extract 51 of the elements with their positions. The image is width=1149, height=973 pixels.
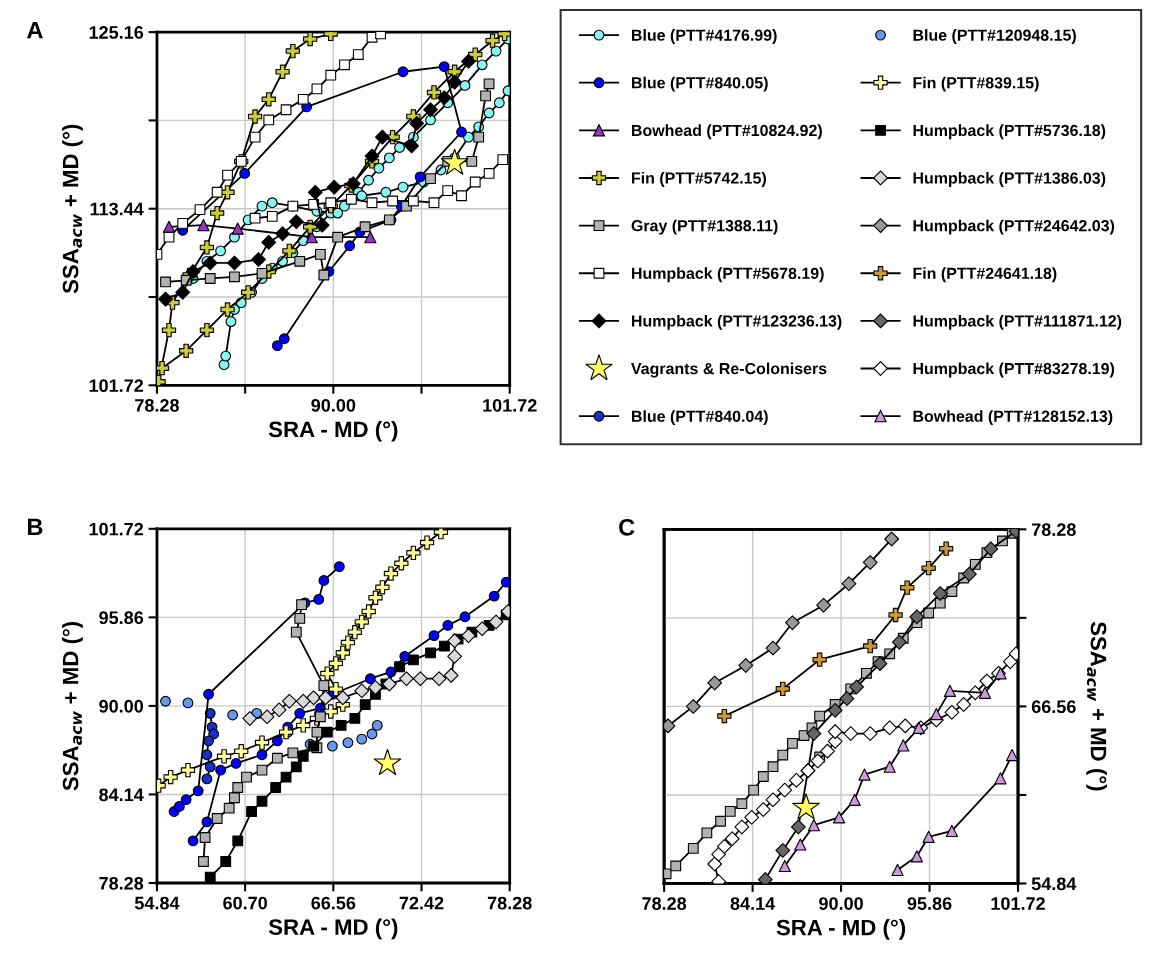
legend-label: Fin (PTT#24641.18) <box>913 267 1057 283</box>
y-tick-label: 101.72 <box>89 379 144 393</box>
y-tick-label: 101.72 <box>89 522 144 536</box>
y2-tick-label: 54.84 <box>1031 877 1077 891</box>
legend-label: Blue (PTT#840.05) <box>632 76 768 92</box>
y-tick-label: 90.00 <box>99 699 144 713</box>
legend-label: Humpback (PTT#1386.03) <box>913 172 1106 187</box>
x-tick-label: 90.00 <box>311 398 356 412</box>
legend-label: Humpback (PTT#111871.12) <box>913 314 1122 330</box>
x-tick-label: 66.56 <box>311 896 356 910</box>
legend-label: Fin (PTT#839.15) <box>913 76 1039 92</box>
x-axis-title: SRA - MD (°) <box>776 919 906 940</box>
y-axis-title: SSA$_{acw}$ + MD (°) <box>62 124 83 294</box>
legend-label: Fin (PTT#5742.15) <box>632 172 766 187</box>
y-axis-title: SSA$_{acw}$ + MD (°) <box>62 621 83 791</box>
x-tick-label: 60.70 <box>223 896 267 910</box>
x-tick-label: 101.72 <box>991 897 1045 910</box>
y-tick-label: 95.86 <box>99 611 144 625</box>
y-tick-label: 125.16 <box>89 26 144 39</box>
legend-label: Blue (PTT#4176.99) <box>632 29 777 44</box>
x-tick-label: 78.28 <box>642 897 687 910</box>
x-tick-label: 101.72 <box>483 398 537 412</box>
legend-label: Humpback (PTT#123236.13) <box>632 314 842 330</box>
y2-tick-label: 78.28 <box>1031 523 1076 537</box>
legend-label: Humpback (PTT#5736.18) <box>913 124 1106 140</box>
legend-label: Bowhead (PTT#128152.13) <box>913 410 1113 426</box>
legend-label: Humpback (PTT#5678.19) <box>632 267 824 283</box>
chart-title: B <box>28 518 43 535</box>
y-tick-label: 113.44 <box>90 202 144 216</box>
chart-title: A <box>27 21 43 39</box>
x-tick-label: 78.28 <box>135 398 179 412</box>
x-axis-title: SRA - MD (°) <box>268 420 398 442</box>
x-tick-label: 54.84 <box>134 896 180 910</box>
x-tick-label: 84.14 <box>730 897 776 910</box>
chart-title: C <box>619 518 635 536</box>
y2-tick-label: 66.56 <box>1031 700 1076 714</box>
y-tick-label: 84.14 <box>99 788 144 802</box>
legend-label: Gray (PTT#1388.11) <box>631 219 778 235</box>
legend-label: Vagrants & Re-Colonisers <box>631 362 827 378</box>
legend-label: Blue (PTT#840.04) <box>632 410 768 426</box>
legend-label: Bowhead (PTT#10824.92) <box>632 124 822 140</box>
y-tick-label: 78.28 <box>99 876 144 890</box>
legend-label: Humpback (PTT#24642.03) <box>913 219 1115 235</box>
x-tick-label: 72.42 <box>399 896 444 910</box>
x-axis-title: SRA - MD (°) <box>268 918 398 940</box>
x-tick-label: 78.28 <box>487 896 532 910</box>
x-tick-label: 90.00 <box>819 897 863 910</box>
legend-label: Humpback (PTT#83278.19) <box>913 362 1115 378</box>
legend-label: Blue (PTT#120948.15) <box>913 29 1076 44</box>
y2-axis-title: SSA$_{acw}$ + MD (°) <box>1086 621 1107 791</box>
x-tick-label: 95.86 <box>907 897 952 910</box>
